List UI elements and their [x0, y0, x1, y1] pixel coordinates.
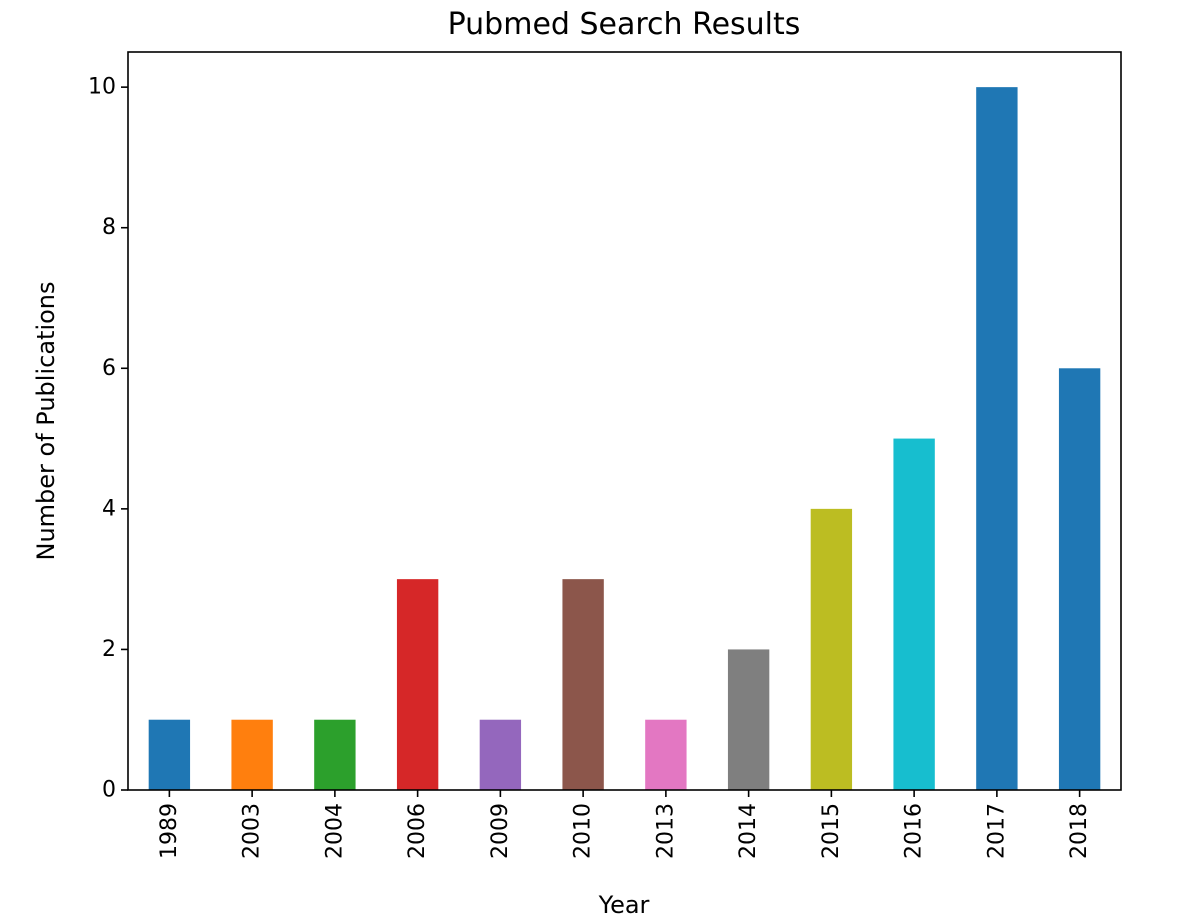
- y-tick-label: 4: [102, 496, 116, 521]
- x-tick-label: 2016: [902, 803, 927, 859]
- plot-frame: [127, 51, 1122, 791]
- y-tick-label: 8: [102, 215, 116, 240]
- y-axis: 0 2 4 6 8 10: [88, 75, 128, 803]
- plot-area: 0 2 4 6 8 10 1989 2003 2004 2006 2009 2010 2013 2014…: [88, 51, 1122, 859]
- bar-2017: [976, 87, 1018, 790]
- bar-2010: [562, 579, 604, 790]
- bar-1989: [148, 719, 191, 790]
- x-tick-label: 1989: [157, 803, 182, 859]
- x-tick-label: 2017: [984, 803, 1009, 859]
- bar-2016: [893, 438, 935, 790]
- x-tick-label: 2010: [571, 803, 596, 859]
- y-tick-label: 2: [102, 637, 116, 662]
- bar-2003: [231, 719, 273, 790]
- chart-title: Pubmed Search Results: [448, 7, 801, 42]
- x-tick-label: 2003: [240, 803, 265, 859]
- bar-2013: [645, 719, 687, 790]
- x-tick-label: 2014: [736, 803, 761, 859]
- bar-2018: [1058, 368, 1101, 790]
- x-tick-label: 2018: [1067, 803, 1092, 859]
- x-tick-label: 2013: [653, 803, 678, 859]
- x-tick-label: 2015: [819, 803, 844, 859]
- x-tick-label: 2004: [322, 803, 347, 859]
- x-tick-label: 2006: [405, 803, 430, 859]
- x-tick-label: 2009: [488, 803, 513, 859]
- bar-2014: [727, 649, 770, 790]
- x-axis-label: Year: [598, 891, 650, 919]
- y-axis-label: Number of Publications: [32, 281, 60, 560]
- x-axis: 1989 2003 2004 2006 2009 2010 2013 2014 2015 2016…: [157, 790, 1092, 859]
- bar-2004: [314, 719, 356, 790]
- bars: [148, 87, 1101, 790]
- bar-2006: [396, 579, 439, 790]
- bar-2015: [810, 508, 853, 790]
- y-tick-label: 10: [88, 75, 116, 100]
- y-tick-label: 0: [102, 778, 116, 803]
- y-tick-label: 6: [102, 356, 116, 381]
- bar-2009: [479, 719, 522, 790]
